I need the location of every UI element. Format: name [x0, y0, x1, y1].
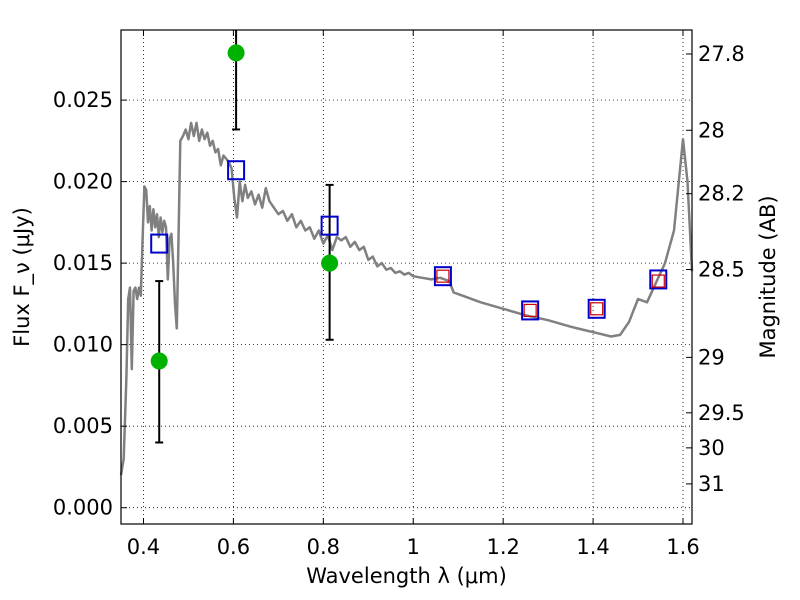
plot-frame: [120, 29, 693, 525]
model-band-inner-marker: [651, 274, 665, 288]
y-tick-label: 0.000: [53, 496, 113, 520]
x-tick-label: 0.8: [307, 535, 340, 559]
x-tick-label: 1.6: [666, 535, 699, 559]
x-tick-label: 0.4: [127, 535, 160, 559]
y2-axis-label: Magnitude (AB): [756, 195, 780, 358]
y-tick-label: 0.010: [53, 333, 113, 357]
model-band-markers: [150, 160, 668, 321]
observed-point: [321, 254, 339, 272]
x-tick-label: 0.6: [217, 535, 250, 559]
y-axis-ticks: 0.000 0.005 0.010 0.015 0.020 0.025: [53, 88, 127, 520]
y2-tick-label: 28.2: [698, 182, 745, 206]
y-tick-label: 0.005: [53, 414, 113, 438]
observed-points: [150, 44, 339, 370]
model-band-marker: [320, 215, 339, 236]
x-axis-ticks: 0.4 0.6 0.8 1 1.2 1.4 1.6: [127, 30, 700, 559]
model-band-marker: [150, 233, 169, 254]
model-band-marker: [649, 269, 668, 290]
y2-axis-ticks: 27.8 28 28.2 28.5 29 29.5 30 31: [686, 42, 745, 496]
observed-point: [150, 352, 168, 370]
x-axis-label: Wavelength λ (μm): [306, 564, 507, 588]
grid-lines: [121, 30, 692, 524]
y2-tick-label: 31: [698, 472, 725, 496]
y2-tick-label: 30: [698, 436, 725, 460]
model-band-marker: [227, 160, 246, 181]
error-bars: [155, 30, 334, 444]
y2-tick-label: 28: [698, 118, 725, 142]
y-tick-label: 0.020: [53, 170, 113, 194]
model-band-marker: [521, 300, 540, 321]
x-tick-label: 1.2: [486, 535, 519, 559]
y2-tick-label: 29.5: [698, 401, 745, 425]
y2-tick-label: 28.5: [698, 258, 745, 282]
y2-tick-label: 29: [698, 345, 725, 369]
model-band-inner-marker: [436, 269, 450, 283]
x-tick-label: 1: [407, 535, 420, 559]
model-band-inner-marker: [590, 302, 604, 316]
y-axis-label: Flux F_ν (μJy): [10, 207, 35, 347]
model-band-marker: [587, 298, 606, 319]
model-spectrum: [119, 121, 694, 476]
model-band-inner-marker: [523, 303, 537, 318]
y2-tick-label: 27.8: [698, 42, 745, 66]
y-tick-label: 0.025: [53, 88, 113, 112]
y-tick-label: 0.015: [53, 251, 113, 275]
model-band-marker: [433, 266, 452, 287]
x-tick-label: 1.4: [576, 535, 609, 559]
observed-point: [227, 44, 245, 62]
model-spectrum-line: [119, 121, 694, 476]
